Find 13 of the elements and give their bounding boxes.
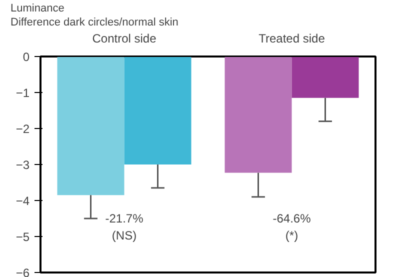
chart-subtitle: Difference dark circles/normal skin (10, 16, 178, 28)
y-tick-label: −5 (16, 230, 30, 244)
y-tick-label: −3 (16, 158, 30, 172)
y-tick-label: −4 (16, 194, 30, 208)
chart-title: Luminance (10, 2, 64, 14)
y-tick-label: −1 (16, 86, 30, 100)
annotation: -21.7% (NS) (105, 212, 144, 242)
x-tick-label: Treated side (258, 32, 326, 46)
annotation: -64.6% (*) (272, 212, 312, 242)
y-tick-label: −6 (16, 266, 30, 277)
y-tick-label: −2 (16, 122, 30, 136)
y-tick-label: 0 (22, 50, 30, 64)
x-tick-label: Control side (92, 32, 157, 46)
